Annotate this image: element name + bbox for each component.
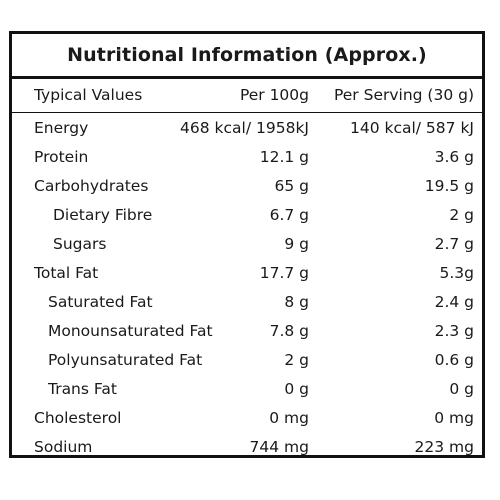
value-per100: 12.1 g <box>259 148 309 166</box>
nutrient-label: Carbohydrates <box>34 177 149 195</box>
value-per100: 8 g <box>284 293 309 311</box>
nutrient-label: Polyunsaturated Fat <box>48 351 203 369</box>
header-row: Typical Values Per 100g Per Serving (30 … <box>12 81 482 110</box>
header-per100: Per 100g <box>239 86 309 104</box>
value-per-serving: 140 kcal/ 587 kJ <box>349 119 474 137</box>
table-row: Sugars 9 g 2.7 g <box>12 230 482 259</box>
nutrient-label: Cholesterol <box>34 409 122 427</box>
table-row: Saturated Fat 8 g 2.4 g <box>12 288 482 317</box>
nutrient-label: Protein <box>34 148 89 166</box>
table-row: Monounsaturated Fat 7.8 g 2.3 g <box>12 317 482 346</box>
table-row: Sodium 744 mg 223 mg <box>12 433 482 462</box>
value-per-serving: 0 mg <box>434 409 474 427</box>
value-per100: 744 mg <box>249 438 309 456</box>
value-per100: 7.8 g <box>269 322 309 340</box>
nutrient-label: Energy <box>34 119 89 137</box>
table-row: Dietary Fibre 6.7 g 2 g <box>12 201 482 230</box>
table-row: Protein 12.1 g 3.6 g <box>12 143 482 172</box>
table-row: Total Fat 17.7 g 5.3g <box>12 259 482 288</box>
nutrient-label: Saturated Fat <box>48 293 153 311</box>
value-per100: 17.7 g <box>259 264 309 282</box>
value-per100: 0 mg <box>269 409 309 427</box>
value-per-serving: 2.4 g <box>434 293 474 311</box>
table-row: Carbohydrates 65 g 19.5 g <box>12 172 482 201</box>
table-row: Energy 468 kcal/ 1958kJ 140 kcal/ 587 kJ <box>12 114 482 143</box>
table-title: Nutritional Information (Approx.) <box>67 44 427 66</box>
value-per-serving: 2.7 g <box>434 235 474 253</box>
nutrient-label: Dietary Fibre <box>53 206 153 224</box>
value-per-serving: 223 mg <box>414 438 474 456</box>
value-per100: 2 g <box>284 351 309 369</box>
value-per-serving: 2 g <box>449 206 474 224</box>
value-per-serving: 19.5 g <box>424 177 474 195</box>
nutrient-label: Sodium <box>34 438 93 456</box>
value-per-serving: 5.3g <box>439 264 475 282</box>
table-row: Cholesterol 0 mg 0 mg <box>12 404 482 433</box>
nutrient-label: Sugars <box>53 235 107 253</box>
header-divider <box>12 112 482 113</box>
nutrition-table: Nutritional Information (Approx.) Typica… <box>9 31 485 458</box>
nutrient-label: Total Fat <box>34 264 99 282</box>
header-per-serving: Per Serving (30 g) <box>333 86 474 104</box>
value-per100: 468 kcal/ 1958kJ <box>180 119 309 137</box>
title-divider <box>12 76 482 79</box>
table-row: Polyunsaturated Fat 2 g 0.6 g <box>12 346 482 375</box>
value-per100: 9 g <box>284 235 309 253</box>
value-per100: 6.7 g <box>269 206 309 224</box>
value-per-serving: 0.6 g <box>434 351 474 369</box>
nutrient-label: Trans Fat <box>48 380 117 398</box>
table-row: Trans Fat 0 g 0 g <box>12 375 482 404</box>
header-label: Typical Values <box>34 86 143 104</box>
value-per-serving: 2.3 g <box>434 322 474 340</box>
value-per100: 0 g <box>284 380 309 398</box>
value-per-serving: 3.6 g <box>434 148 474 166</box>
value-per100: 65 g <box>274 177 310 195</box>
value-per-serving: 0 g <box>449 380 474 398</box>
nutrient-label: Monounsaturated Fat <box>48 322 213 340</box>
